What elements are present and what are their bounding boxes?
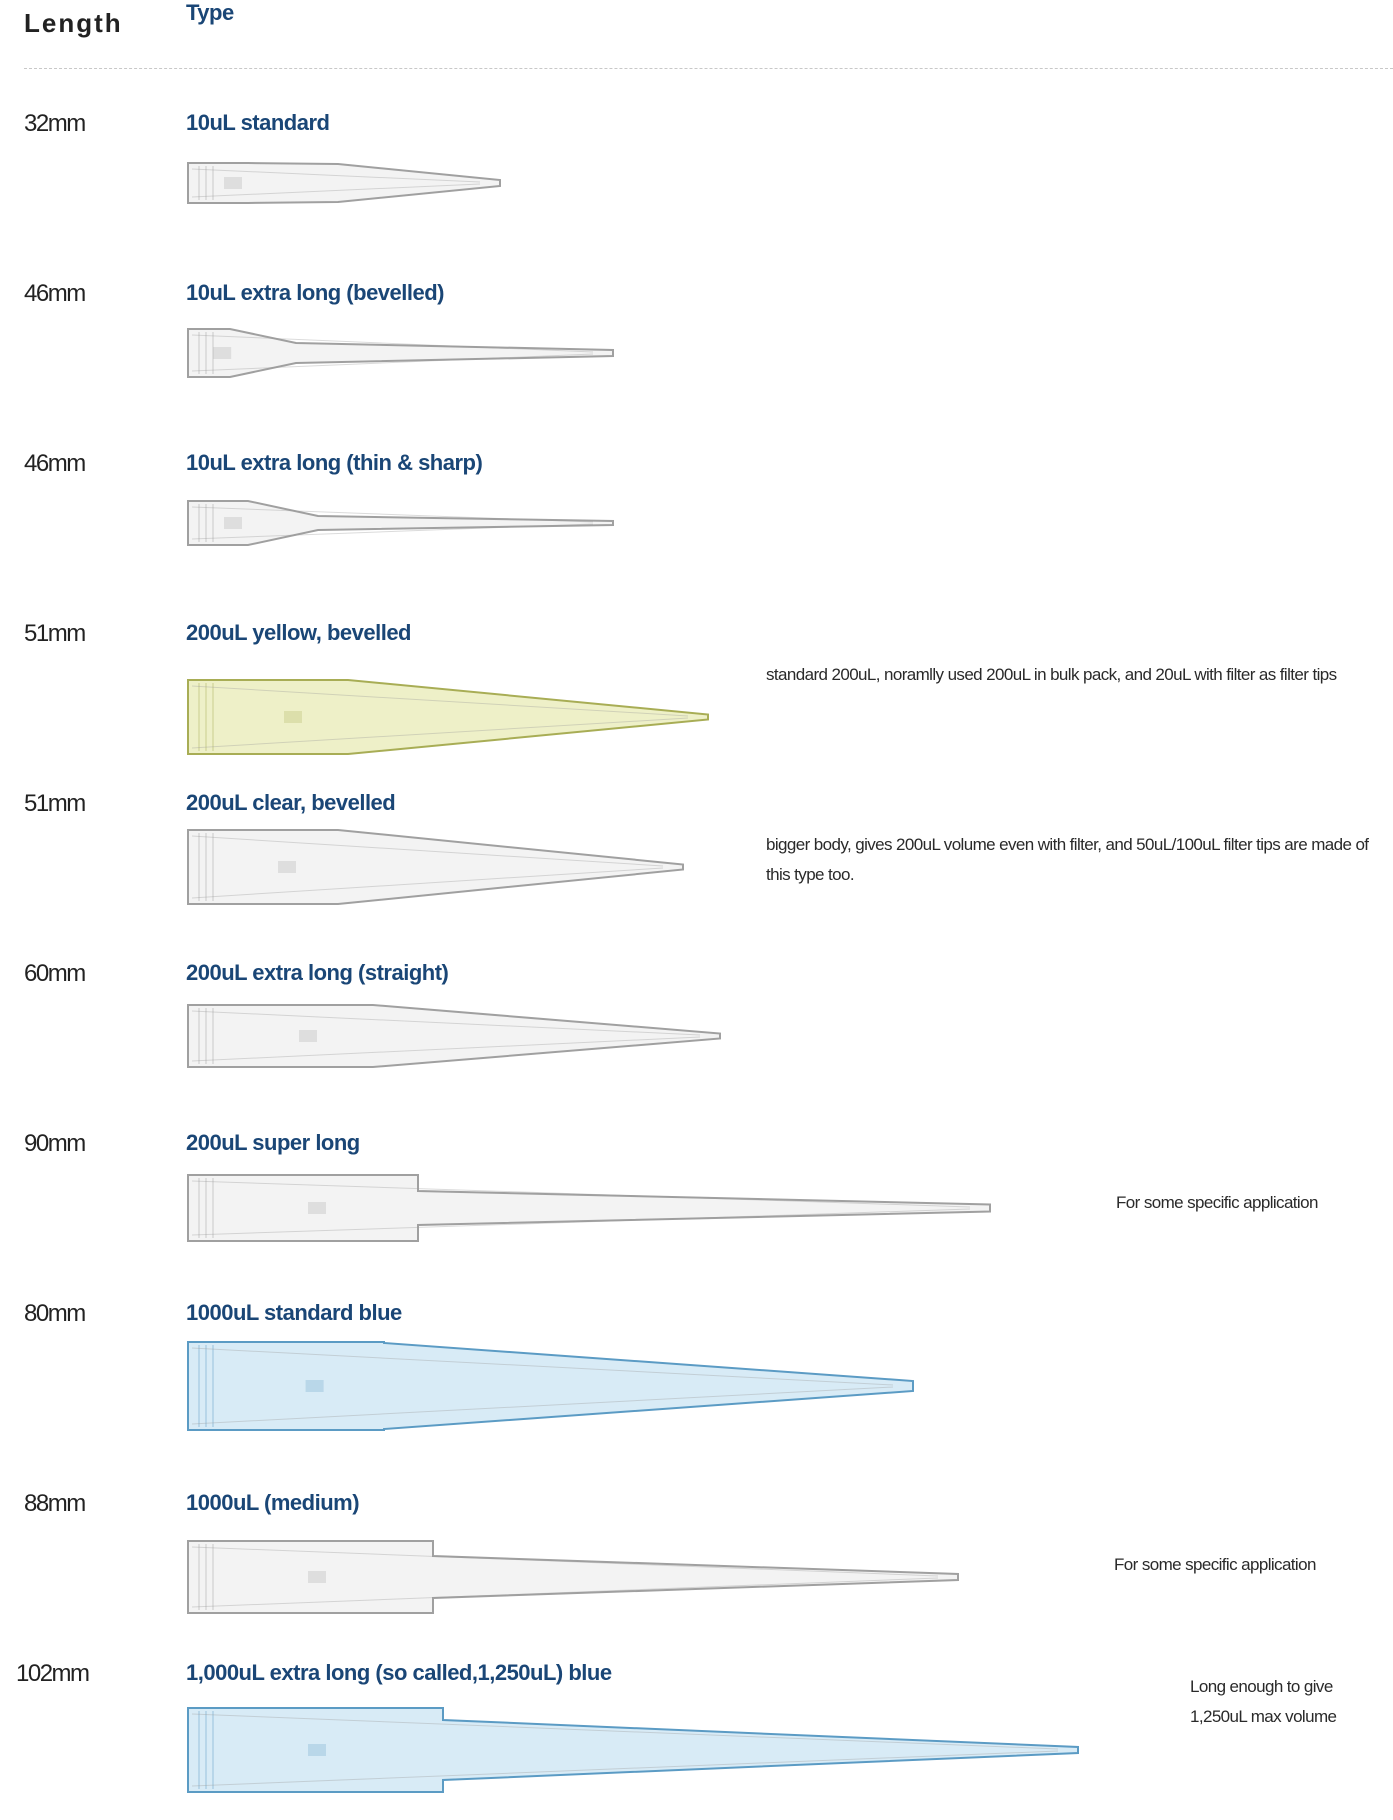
tip-note: Long enough to give 1,250uL max volume [1190,1677,1337,1726]
tip-length: 51mm [24,620,86,647]
header-divider [24,68,1393,69]
tip-type: 10uL extra long (thin & sharp) [186,450,483,475]
tip-row: 51mm 200uL clear, bevelled bigger body, … [0,790,1393,950]
pipette-tip-image [187,328,614,378]
tip-highlight [191,1208,971,1236]
tip-highlight [191,1180,971,1208]
tip-highlight [191,506,594,523]
tip-body [187,328,614,378]
header-length: Length [24,8,123,38]
tip-band [284,711,302,723]
tip-highlight [191,334,594,353]
tip-body [187,500,614,546]
tip-band [278,861,296,873]
tip-band [213,347,232,359]
tip-note: standard 200uL, noramlly used 200uL in b… [766,665,1337,684]
tip-highlight [191,717,689,749]
tip-band [224,177,242,189]
tip-type: 10uL extra long (bevelled) [186,280,445,305]
tip-type: 200uL super long [186,1130,360,1155]
tip-length: 46mm [24,280,86,307]
pipette-tip-image [187,1174,991,1242]
tip-highlight [191,1713,1059,1750]
tip-highlight [191,1386,894,1425]
tip-body [187,162,501,204]
tip-length: 46mm [24,450,86,477]
pipette-tip-image [187,1004,721,1068]
tip-row: 60mm 200uL extra long (straight) [0,960,1393,1120]
tip-band [308,1571,326,1583]
tip-body [187,1174,991,1242]
tip-row: 51mm 200uL yellow, bevelled standard 200… [0,620,1393,780]
tip-highlight [191,1750,1059,1787]
tip-highlight [191,1036,701,1062]
tip-row: 88mm 1000uL (medium) For some specific a… [0,1490,1393,1650]
tip-type: 1000uL (medium) [186,1490,360,1515]
tip-body [187,1341,914,1431]
tip-row: 90mm 200uL super long For some specific … [0,1130,1393,1290]
tip-body [187,829,684,905]
tip-body [187,1004,721,1068]
tip-band [299,1030,317,1042]
header-type: Type [186,0,234,25]
tip-length: 102mm [16,1660,90,1687]
tip-note: For some specific application [1116,1193,1318,1212]
tip-body [187,679,709,755]
tip-highlight [191,1546,939,1577]
tip-type: 200uL extra long (straight) [186,960,449,985]
pipette-tip-image [187,679,709,755]
tip-type: 1000uL standard blue [186,1300,402,1325]
tip-length: 51mm [24,790,86,817]
pipette-tip-image [187,500,614,546]
tip-note: bigger body, gives 200uL volume even wit… [766,835,1369,884]
tip-note: For some specific application [1114,1555,1316,1574]
tip-band [224,517,242,529]
tip-highlight [191,1010,701,1036]
tip-band [308,1202,326,1214]
tip-highlight [191,523,594,540]
tip-band [308,1744,326,1756]
tip-highlight [191,353,594,372]
tip-length: 90mm [24,1130,86,1157]
tip-row: 46mm 10uL extra long (bevelled) [0,280,1393,440]
pipette-tip-image [187,1540,959,1614]
tip-highlight [191,183,481,198]
tip-type: 200uL yellow, bevelled [186,620,412,645]
pipette-tip-image [187,1707,1079,1793]
tip-row: 46mm 10uL extra long (thin & sharp) [0,450,1393,610]
pipette-tip-image [187,1341,914,1431]
tip-length: 32mm [24,110,86,137]
tip-band [305,1380,324,1392]
tip-highlight [191,867,664,899]
tip-length: 80mm [24,1300,86,1327]
tip-type: 1,000uL extra long (so called,1,250uL) b… [186,1660,612,1685]
pipette-tip-image [187,829,684,905]
tip-type: 200uL clear, bevelled [186,790,396,815]
tip-highlight [191,835,664,867]
tip-length: 60mm [24,960,86,987]
tip-row: 80mm 1000uL standard blue [0,1300,1393,1460]
tip-length: 88mm [24,1490,86,1517]
tip-row: 102mm 1,000uL extra long (so called,1,25… [0,1660,1393,1820]
tip-type: 10uL standard [186,110,330,135]
tip-highlight [191,168,481,183]
tip-highlight [191,685,689,717]
tip-row: 32mm 10uL standard [0,110,1393,270]
tip-highlight [191,1577,939,1608]
tip-body [187,1540,959,1614]
pipette-tip-image [187,162,501,204]
tip-highlight [191,1347,894,1386]
